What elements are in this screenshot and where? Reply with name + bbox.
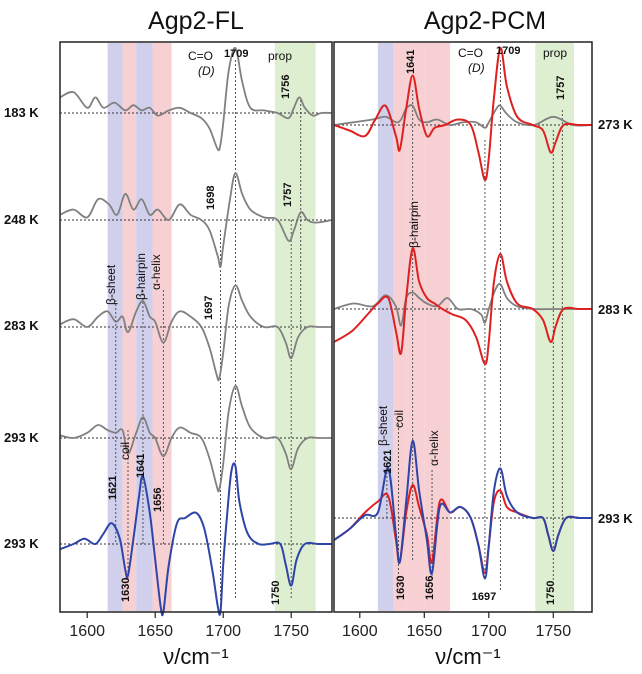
panel2-prop-label: prop <box>543 46 567 60</box>
panel2-plot: 1600 1650 1700 1750 273 K 283 K 293 K C=O (… <box>333 41 633 669</box>
spectrum-line-283k <box>59 284 332 382</box>
panel1-baselines <box>60 112 332 545</box>
panel1-temp-label: 248 K <box>4 212 39 227</box>
panel1-temp-label: 293 K <box>4 430 39 445</box>
panel1-frame <box>59 41 333 613</box>
band-sheet <box>107 43 123 611</box>
panel1-plot: 1600 1650 1700 1750 183 K 248 K 283 K 293 K… <box>4 41 333 669</box>
panel1-band-label-coil: coil <box>118 442 132 460</box>
panel1-co-label: C=O <box>188 49 213 63</box>
panel1-x-ticks: 1600 1650 1700 1750 <box>69 612 309 640</box>
spectrum-line-283k <box>333 283 592 327</box>
panel2-title: Agp2-PCM <box>424 7 546 35</box>
spectrum-line-293k <box>59 462 332 617</box>
panel2-band-label-coil: coil <box>392 410 406 428</box>
panel1-co-peak-label: 1709 <box>224 48 248 60</box>
panel1-peak-guides <box>115 60 302 600</box>
panel2-temp-label: 273 K <box>598 117 633 132</box>
panel2-band-label-alpha-helix: α-helix <box>427 430 441 466</box>
x-tick-label: 1600 <box>342 623 378 640</box>
panel2-temp-label: 283 K <box>598 302 633 317</box>
panel1-x-axis-label: ν/cm⁻¹ <box>163 644 228 669</box>
panel1-band-label-beta-sheet: β-sheet <box>104 264 118 305</box>
spectrum-line-293k <box>333 439 592 580</box>
panel2-x-axis-label: ν/cm⁻¹ <box>435 644 500 669</box>
panel2-temp-label: 293 K <box>598 511 633 526</box>
x-tick-label: 1750 <box>273 623 309 640</box>
panel2-co-label: C=O <box>458 46 483 60</box>
panel1-temp-label: 183 K <box>4 105 39 120</box>
x-tick-label: 1600 <box>69 623 105 640</box>
panel2-band-label-beta-hairpin: β-hairpin <box>407 201 421 248</box>
x-tick-label: 1700 <box>471 623 507 640</box>
panel1-co-sub-label: (D) <box>198 64 215 78</box>
panel2-band-label-beta-sheet: β-sheet <box>376 405 390 446</box>
panel2-peak-label-1630: 1630 <box>395 576 407 600</box>
panel1-band-label-beta-hairpin: β-hairpin <box>134 253 148 300</box>
panel1-peak-label-1621: 1621 <box>107 476 119 500</box>
x-tick-label: 1750 <box>536 623 572 640</box>
x-tick-label: 1650 <box>407 623 443 640</box>
panel1-peak-label-1757: 1757 <box>282 183 294 207</box>
panel1-prop-label: prop <box>268 49 292 63</box>
panel1-peak-label-1697: 1697 <box>203 296 215 320</box>
panel2-co-peak-label: 1709 <box>496 45 520 57</box>
panel2-co-sub-label: (D) <box>468 61 485 75</box>
panel2-frame <box>333 41 593 613</box>
panel2-peak-label-1621: 1621 <box>382 450 394 474</box>
panel1-temp-label: 283 K <box>4 318 39 333</box>
panel1-peak-label-1698: 1698 <box>205 186 217 210</box>
x-tick-label: 1700 <box>205 623 241 640</box>
panel1-peak-label-1756: 1756 <box>280 75 292 99</box>
band-sheet <box>377 43 394 611</box>
spectrum-line-293k <box>59 385 332 493</box>
panel2-peak-label-1757: 1757 <box>555 76 567 100</box>
panel1-peak-label-1656: 1656 <box>152 488 164 512</box>
spectrum-line-273k <box>333 104 593 129</box>
panel1-peak-label-1630: 1630 <box>120 578 132 602</box>
x-tick-label: 1650 <box>137 623 173 640</box>
spectrum-line-283k <box>333 247 592 365</box>
panel1-peak-label-1750: 1750 <box>270 581 282 605</box>
band-coil <box>393 43 407 611</box>
panel2-series <box>333 46 593 580</box>
panel2-peak-label-1641: 1641 <box>405 50 417 74</box>
panel2-peak-label-1697: 1697 <box>472 591 496 603</box>
band-hairpin <box>406 43 425 611</box>
panel1-title: Agp2-FL <box>148 7 244 35</box>
panel1-band-label-alpha-helix: α-helix <box>149 254 163 290</box>
panel2-peak-label-1656: 1656 <box>424 576 436 600</box>
panel1-series <box>59 47 333 617</box>
spectrum-line-248k <box>59 172 333 268</box>
spectrum-line-273k <box>333 46 592 182</box>
panel1-temp-label: 293 K <box>4 536 39 551</box>
spectrum-line-183k <box>59 47 333 152</box>
panel2-peak-label-1750: 1750 <box>545 581 557 605</box>
panel1-peak-label-1641: 1641 <box>135 454 147 478</box>
panel2-x-ticks: 1600 1650 1700 1750 <box>342 612 571 640</box>
